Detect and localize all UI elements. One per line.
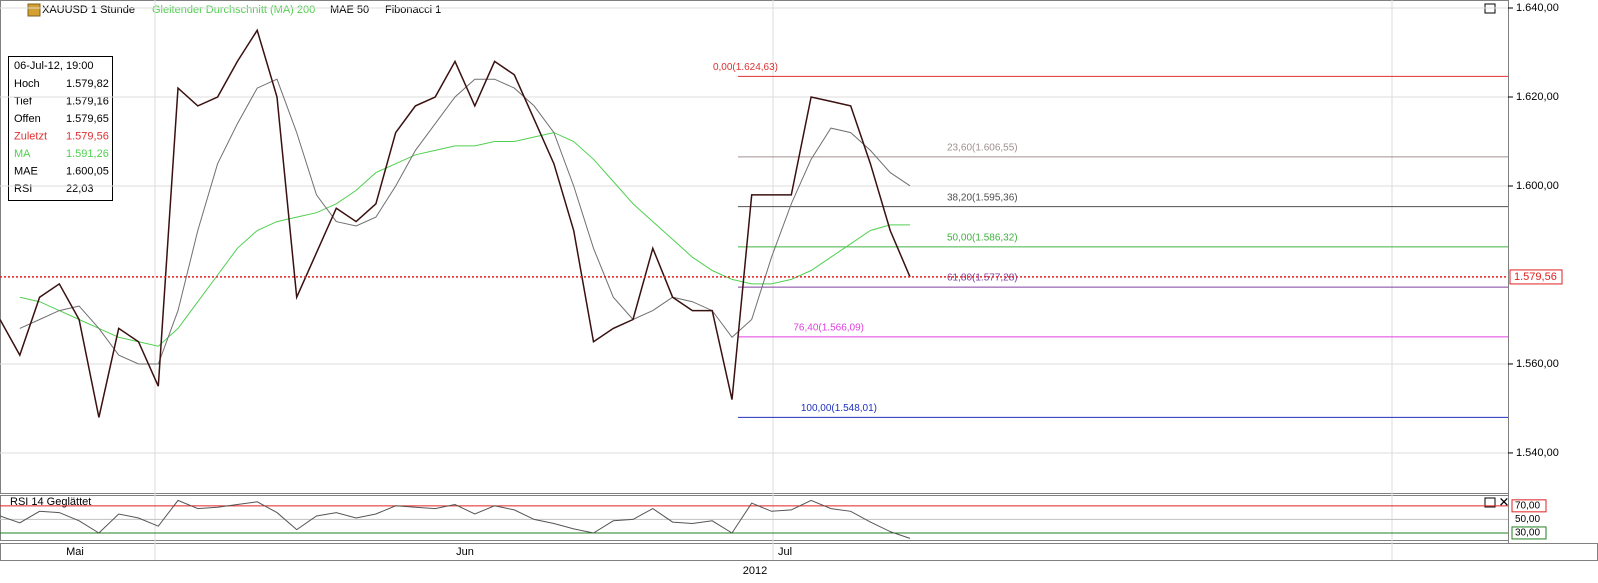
last-price-box <box>1509 269 1563 285</box>
month-label: Jun <box>456 546 474 558</box>
rsi-maximize[interactable] <box>1484 497 1496 508</box>
price-tick-label: 1.620,00 <box>1516 91 1559 103</box>
info-label: Offen <box>14 113 41 125</box>
mae-indicator[interactable]: MAE 50 <box>330 4 369 16</box>
symbol-icon <box>27 3 41 17</box>
price-tick-label: 1.640,00 <box>1516 2 1559 14</box>
info-box <box>8 56 113 201</box>
rsi-line <box>0 499 911 539</box>
info-value: 1.600,05 <box>66 165 109 177</box>
time-axis <box>0 543 1598 561</box>
rsi-tick-label: 70,00 <box>1515 500 1540 511</box>
year-label: 2012 <box>743 565 767 577</box>
fib-indicator[interactable]: Fibonacci 1 <box>385 4 441 16</box>
info-label: RSI <box>14 183 32 195</box>
info-date: 06-Jul-12, 19:00 <box>14 60 94 72</box>
fib-label: 76,40(1.566,09) <box>793 323 864 334</box>
last-price-label: 1.579,56 <box>1514 271 1557 283</box>
fib-label: 61,80(1.577,28) <box>947 273 1018 284</box>
ma-indicator[interactable]: Gleitender Durchschnitt (MA) 200 <box>152 4 315 16</box>
fib-label: 23,60(1.606,55) <box>947 142 1018 153</box>
price-tick-label: 1.540,00 <box>1516 447 1559 459</box>
info-value: 1.579,65 <box>66 113 109 125</box>
info-label: Zuletzt <box>14 130 47 142</box>
info-label: Hoch <box>14 78 40 90</box>
info-label: MAE <box>14 165 38 177</box>
rsi-tick-label: 30,00 <box>1515 528 1540 539</box>
price-tick-label: 1.560,00 <box>1516 358 1559 370</box>
fib-label: 50,00(1.586,32) <box>947 232 1018 243</box>
rsi-tick-box <box>1511 499 1547 513</box>
price-tick-label: 1.600,00 <box>1516 180 1559 192</box>
info-label: Tief <box>14 95 33 107</box>
info-value: 22,03 <box>66 183 94 195</box>
fib-label: 100,00(1.548,01) <box>801 403 877 414</box>
rsi-tick-box <box>1511 526 1547 540</box>
price-line <box>0 28 911 418</box>
info-value: 1.579,16 <box>66 95 109 107</box>
month-label: Jul <box>778 546 792 558</box>
month-label: Mai <box>66 546 84 558</box>
info-value: 1.591,26 <box>66 148 109 160</box>
info-value: 1.579,82 <box>66 78 109 90</box>
symbol[interactable]: XAUUSD 1 Stunde <box>42 4 135 16</box>
rsi-close[interactable]: ✕ <box>1499 494 1510 509</box>
fib-label: 38,20(1.595,36) <box>947 192 1018 203</box>
rsi-tick-label: 50,00 <box>1515 514 1540 525</box>
mae-line <box>19 78 911 365</box>
plot: 1.640,00 1.620,00 1.600,00 1.560,00 1.540,00… <box>0 0 1563 577</box>
info-label: MA <box>14 148 31 160</box>
info-value: 1.579,56 <box>66 130 109 142</box>
rsi-title[interactable]: RSI 14 Geglättet <box>10 496 91 508</box>
fib-label: 0,00(1.624,63) <box>713 62 778 73</box>
